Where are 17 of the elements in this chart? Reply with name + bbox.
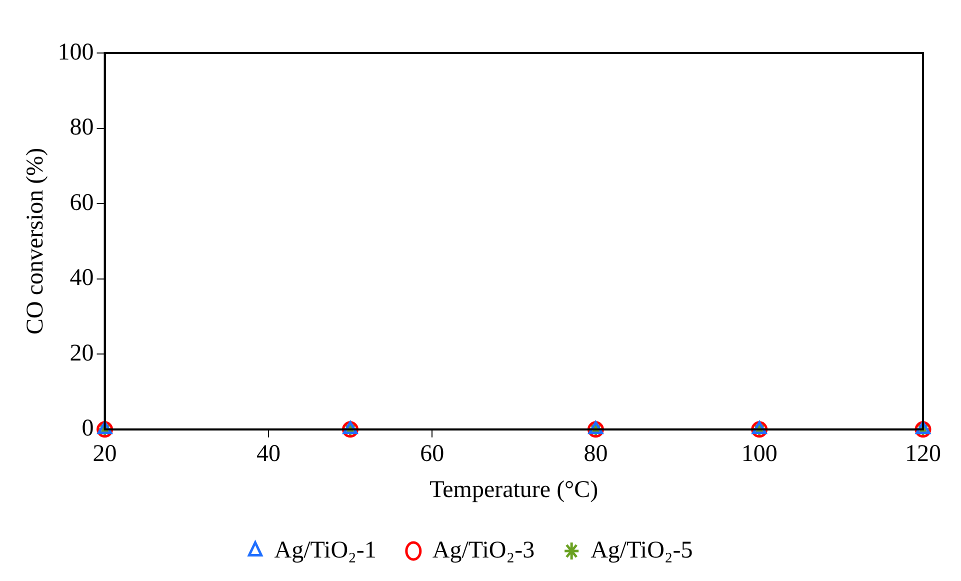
- x-tick-label: 120: [905, 441, 941, 468]
- y-tick-label: 100: [58, 39, 94, 66]
- x-tick-label: 20: [92, 441, 117, 468]
- y-axis-title: CO conversion (%): [22, 148, 49, 335]
- x-axis-title: Temperature (°C): [430, 476, 598, 503]
- y-tick-label: 20: [70, 340, 94, 366]
- x-tick-label: 60: [420, 441, 444, 468]
- x-tick-label: 40: [256, 441, 280, 468]
- y-tick-label: 60: [70, 190, 94, 216]
- legend-label: Ag/TiO₂-1: [274, 537, 376, 564]
- legend-label: Ag/TiO₂-3: [432, 537, 535, 564]
- y-tick-label: 0: [82, 416, 94, 442]
- legend-label: Ag/TiO₂-5: [590, 537, 693, 564]
- y-tick-label: 80: [70, 114, 94, 141]
- x-tick-label: 80: [584, 441, 608, 468]
- y-tick-label: 40: [70, 265, 94, 292]
- x-tick-label: 100: [741, 441, 778, 468]
